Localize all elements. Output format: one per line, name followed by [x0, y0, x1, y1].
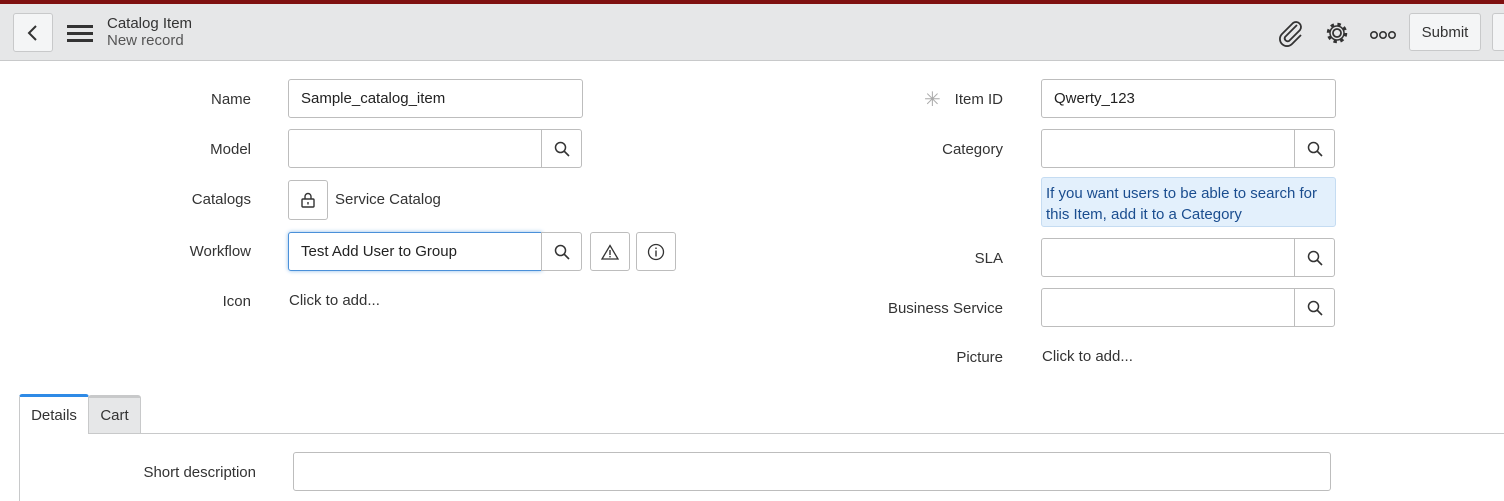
picture-label: Picture — [956, 349, 1003, 366]
back-icon — [27, 24, 37, 41]
model-lookup-button[interactable] — [541, 129, 582, 168]
workflow-label: Workflow — [189, 243, 251, 260]
search-icon — [554, 244, 570, 260]
model-label: Model — [210, 141, 251, 158]
more-button[interactable] — [1369, 27, 1398, 45]
gear-icon — [1326, 22, 1348, 44]
icon-click-to-add[interactable]: Click to add... — [289, 292, 380, 309]
category-input[interactable] — [1041, 129, 1295, 168]
item-id-label: Item ID — [954, 91, 1003, 108]
warning-icon — [601, 243, 619, 260]
info-icon — [647, 243, 665, 260]
search-icon — [1307, 300, 1323, 316]
picture-click-to-add[interactable]: Click to add... — [1042, 348, 1133, 365]
menu-button[interactable] — [67, 24, 93, 49]
category-lookup-button[interactable] — [1294, 129, 1335, 168]
icon-label: Icon — [222, 293, 251, 310]
required-marker: ✳ — [924, 89, 941, 111]
tab-details[interactable]: Details — [19, 394, 89, 434]
category-hint: If you want users to be able to search f… — [1041, 177, 1336, 227]
menu-icon — [67, 25, 93, 42]
workflow-info-button[interactable] — [636, 232, 676, 271]
business-service-label: Business Service — [887, 300, 1003, 317]
brand-bar — [0, 0, 1504, 4]
tab-cart[interactable]: Cart — [88, 395, 141, 433]
submit-button[interactable]: Submit — [1409, 13, 1481, 51]
workflow-warning-button[interactable] — [590, 232, 630, 271]
category-label: Category — [942, 141, 1003, 158]
search-icon — [1307, 250, 1323, 266]
workflow-input[interactable]: Test Add User to Group — [288, 232, 542, 271]
business-service-lookup-button[interactable] — [1294, 288, 1335, 327]
sla-label: SLA — [974, 250, 1003, 267]
business-service-input[interactable] — [1041, 288, 1295, 327]
catalogs-lock-button[interactable] — [288, 180, 328, 220]
page-subtitle: New record — [107, 32, 184, 49]
catalogs-label: Catalogs — [191, 191, 251, 208]
tab-panel-border — [19, 433, 20, 501]
model-input[interactable] — [288, 129, 542, 168]
item-id-input[interactable]: Qwerty_123 — [1041, 79, 1336, 118]
back-button[interactable] — [13, 13, 53, 52]
paperclip-icon — [1279, 21, 1302, 47]
sla-input[interactable] — [1041, 238, 1295, 277]
more-icon — [1369, 30, 1396, 40]
settings-button[interactable] — [1324, 20, 1350, 51]
short-description-label: Short description — [143, 464, 256, 481]
sla-lookup-button[interactable] — [1294, 238, 1335, 277]
header-overflow-button[interactable] — [1492, 13, 1504, 51]
catalogs-value: Service Catalog — [335, 191, 441, 208]
lock-icon — [301, 192, 315, 208]
form-header — [0, 4, 1504, 61]
attachment-button[interactable] — [1277, 19, 1305, 52]
name-input[interactable]: Sample_catalog_item — [288, 79, 583, 118]
search-icon — [554, 141, 570, 157]
search-icon — [1307, 141, 1323, 157]
workflow-lookup-button[interactable] — [541, 232, 582, 271]
short-description-input[interactable] — [293, 452, 1331, 491]
tab-divider — [19, 433, 1504, 434]
name-label: Name — [210, 91, 251, 108]
page-title: Catalog Item — [107, 15, 193, 32]
